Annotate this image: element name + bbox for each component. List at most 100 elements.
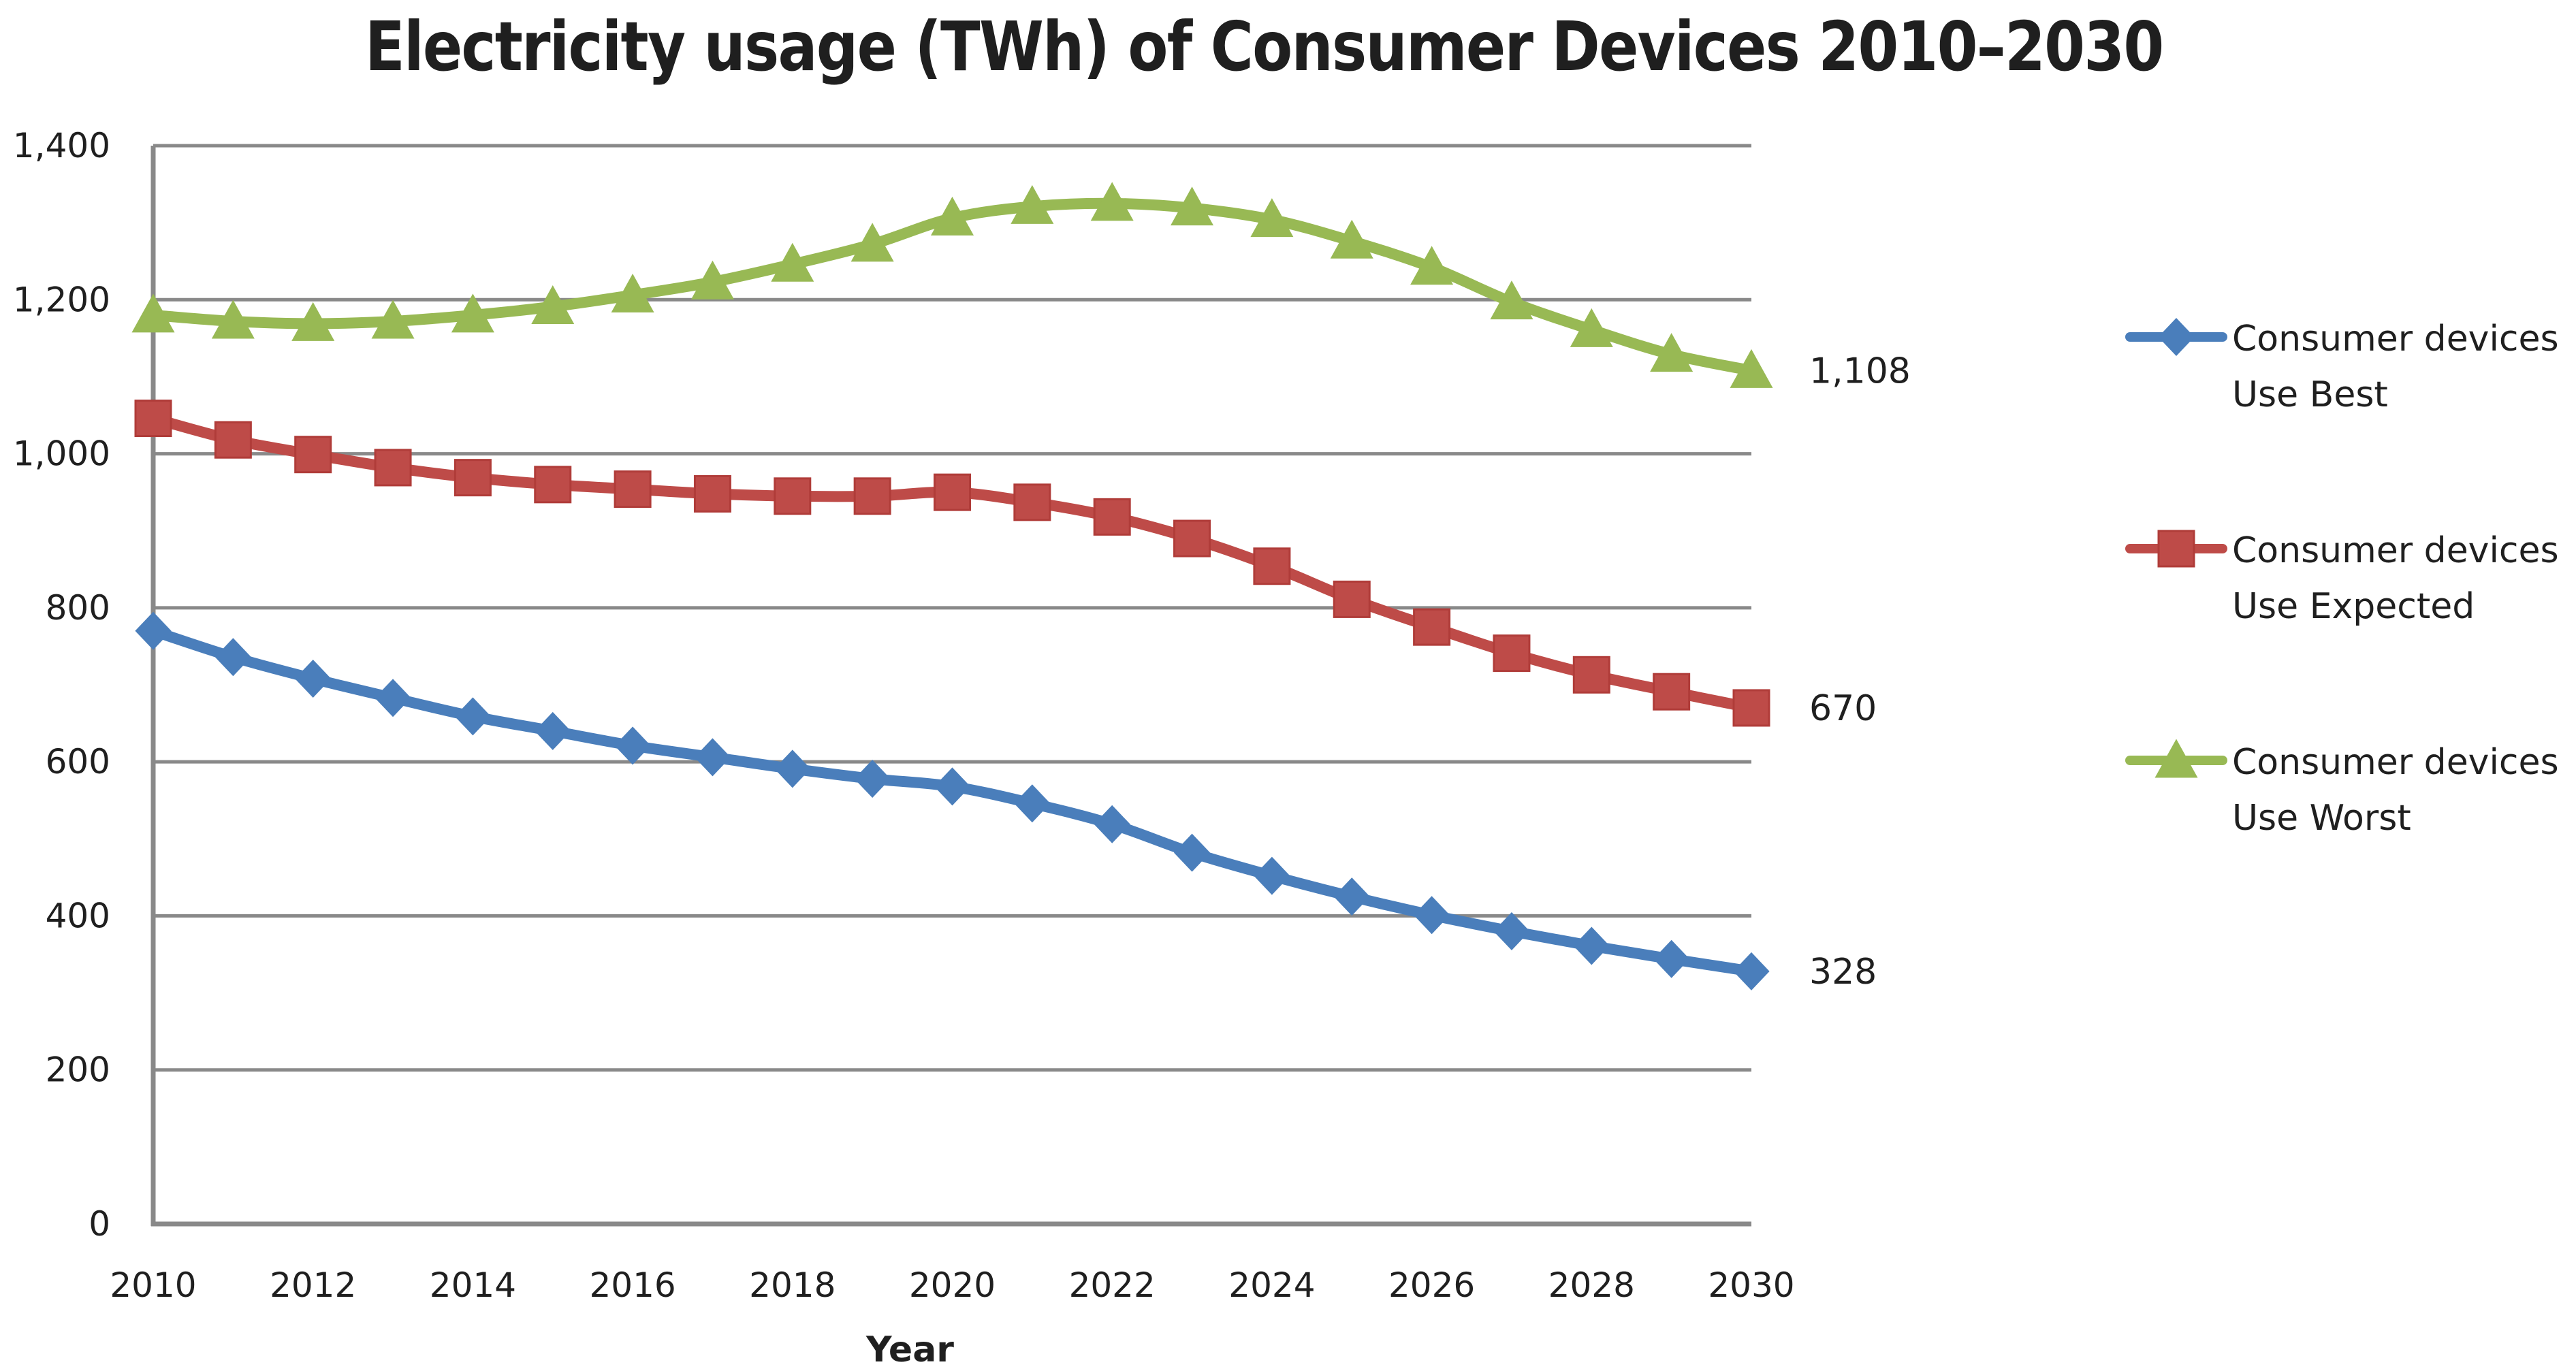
y-tick-label: 600 <box>46 742 110 781</box>
x-tick-label: 2028 <box>1548 1265 1635 1305</box>
data-labels: 328 670 1,108 <box>1809 351 1911 993</box>
data-point-marker <box>1730 349 1773 388</box>
data-point-marker <box>1330 219 1373 259</box>
data-point-marker <box>934 767 971 806</box>
data-point-marker <box>291 302 335 341</box>
data-point-marker <box>694 738 731 777</box>
data-point-marker <box>1413 608 1451 646</box>
legend-label: Consumer devices <box>2232 742 2559 783</box>
data-point-marker <box>1490 280 1533 320</box>
x-tick-label: 2020 <box>909 1265 996 1305</box>
data-point-marker <box>1093 498 1131 536</box>
chart-title: Electricity usage (TWh) of Consumer Devi… <box>365 7 2164 86</box>
data-point-marker <box>1253 547 1291 585</box>
data-point-marker <box>1414 896 1450 935</box>
x-tick-label: 2030 <box>1708 1265 1794 1305</box>
data-point-marker <box>774 749 811 788</box>
data-point-marker <box>134 400 172 438</box>
x-axis-ticks: 2010 2012 2014 2016 2018 2020 2022 2024 2026 2028… <box>110 1265 1794 1305</box>
data-point-marker <box>1653 673 1691 711</box>
data-point-marker <box>374 449 412 487</box>
y-tick-label: 0 <box>89 1204 110 1244</box>
data-point-marker <box>1171 187 1214 226</box>
data-point-marker <box>614 470 652 509</box>
y-tick-label: 1,400 <box>13 126 110 165</box>
series-diamond <box>135 611 1770 990</box>
x-tick-label: 2010 <box>110 1265 196 1305</box>
legend-label: Use Worst <box>2232 798 2411 839</box>
end-data-label: 328 <box>1809 952 1877 993</box>
data-point-marker <box>774 477 812 515</box>
data-point-marker <box>771 242 814 282</box>
data-point-marker <box>294 436 332 474</box>
legend-label: Consumer devices <box>2232 530 2559 571</box>
data-point-marker <box>531 285 575 324</box>
data-point-marker <box>1250 198 1294 238</box>
y-tick-label: 200 <box>46 1050 110 1090</box>
data-point-marker <box>214 638 251 677</box>
series-triangle <box>131 182 1773 388</box>
data-point-marker <box>1570 308 1613 347</box>
data-point-marker <box>690 260 734 300</box>
data-point-marker <box>535 711 571 750</box>
data-point-marker <box>931 196 974 236</box>
data-point-marker <box>375 679 411 717</box>
data-point-marker <box>211 300 255 339</box>
legend-swatch-triangle-icon <box>2154 739 2198 778</box>
data-point-marker <box>534 466 572 504</box>
end-data-label: 1,108 <box>1809 351 1911 391</box>
y-tick-label: 1,000 <box>13 434 110 474</box>
data-point-marker <box>1173 519 1211 558</box>
data-point-marker <box>1410 246 1454 285</box>
data-point-marker <box>1732 689 1770 727</box>
data-point-marker <box>1573 926 1610 965</box>
data-point-marker <box>1014 784 1051 823</box>
data-point-marker <box>454 697 491 736</box>
data-point-marker <box>1173 833 1211 872</box>
legend-label: Use Expected <box>2232 586 2475 627</box>
data-point-marker <box>1013 483 1051 521</box>
data-point-marker <box>854 760 891 799</box>
x-tick-label: 2012 <box>270 1265 356 1305</box>
data-point-marker <box>1493 912 1530 951</box>
legend-label: Consumer devices <box>2232 319 2559 359</box>
data-point-marker <box>451 293 494 333</box>
data-point-marker <box>135 611 172 650</box>
y-tick-label: 400 <box>46 896 110 935</box>
x-tick-label: 2014 <box>430 1265 516 1305</box>
data-point-marker <box>934 473 971 511</box>
data-point-marker <box>1011 184 1054 224</box>
x-tick-label: 2018 <box>749 1265 836 1305</box>
legend-swatch-diamond-icon <box>2158 318 2195 356</box>
data-point-marker <box>1333 580 1371 618</box>
data-point-marker <box>371 300 415 339</box>
data-point-marker <box>614 726 651 765</box>
data-point-marker <box>1333 877 1370 916</box>
y-tick-label: 800 <box>46 588 110 628</box>
data-point-marker <box>1653 939 1690 978</box>
data-point-marker <box>1090 182 1134 221</box>
data-point-marker <box>454 459 492 497</box>
data-point-marker <box>1493 634 1531 673</box>
legend-item: Consumer devices Use Expected <box>2125 530 2559 627</box>
x-tick-label: 2024 <box>1228 1265 1315 1305</box>
x-tick-label: 2016 <box>589 1265 675 1305</box>
end-data-label: 670 <box>1809 688 1877 729</box>
x-tick-label: 2026 <box>1388 1265 1475 1305</box>
legend-item: Consumer devices Use Best <box>2125 318 2559 415</box>
data-point-marker <box>1094 805 1130 843</box>
data-point-marker <box>1254 856 1290 895</box>
legend-label: Use Best <box>2232 374 2388 415</box>
data-point-marker <box>853 477 891 515</box>
legend-item: Consumer devices Use Worst <box>2125 739 2559 839</box>
x-axis-title: Year <box>865 1329 954 1370</box>
legend-swatch-square-icon <box>2157 530 2195 568</box>
gridlines <box>153 144 1751 1072</box>
data-point-marker <box>1572 656 1610 694</box>
data-point-marker <box>850 223 894 262</box>
series-layer <box>131 182 1773 990</box>
data-point-marker <box>1733 952 1770 990</box>
data-point-marker <box>295 659 332 698</box>
